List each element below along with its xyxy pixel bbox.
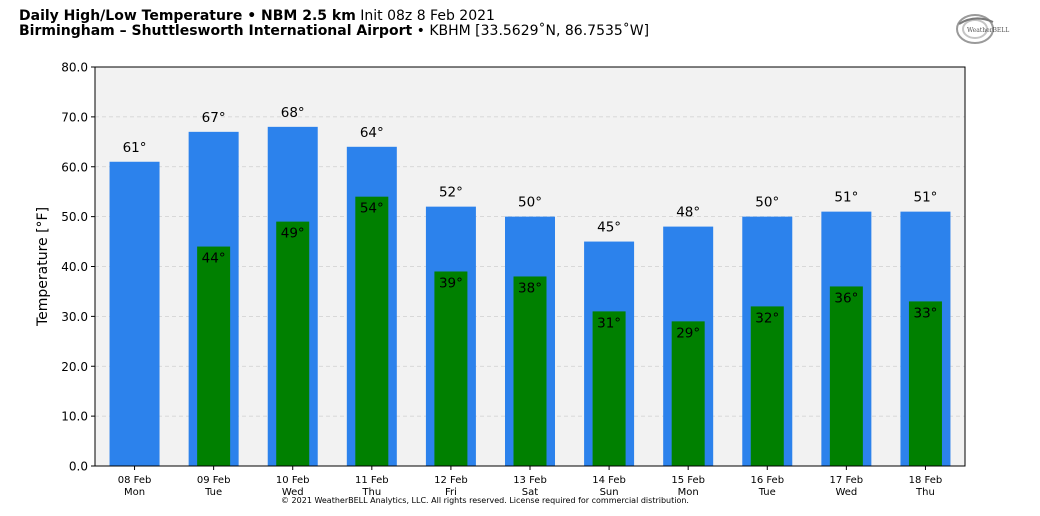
title-product: Daily High/Low Temperature • NBM 2.5 km [19,8,356,24]
high-temp-label: 52° [439,185,463,201]
x-tick-day-label: Sat [522,487,538,498]
x-tick-day-label: Tue [204,487,222,498]
x-tick-date-label: 08 Feb [118,475,152,486]
high-temp-label: 45° [597,220,621,236]
chart-title: Daily High/Low Temperature • NBM 2.5 km … [19,9,495,24]
x-tick-day-label: Tue [758,487,776,498]
x-tick-date-label: 17 Feb [830,475,864,486]
location-name: Birmingham – Shuttlesworth International… [19,23,413,39]
high-temp-label: 51° [913,190,937,206]
high-temp-label: 48° [676,205,700,221]
chart-location: Birmingham – Shuttlesworth International… [19,24,649,39]
x-tick-date-label: 11 Feb [355,475,389,486]
low-temp-label: 29° [676,325,700,341]
x-tick-day-label: Wed [282,487,304,498]
low-temp-bar [829,286,863,466]
y-tick-label: 80.0 [61,61,88,75]
y-axis-label: Temperature [°F] [35,207,51,327]
x-tick-date-label: 10 Feb [276,475,310,486]
high-temp-label: 50° [518,195,542,211]
low-temp-label: 32° [755,310,779,326]
y-tick-label: 70.0 [61,110,88,124]
x-tick-day-label: Mon [124,487,145,498]
high-temp-label: 50° [755,195,779,211]
low-temp-label: 38° [518,280,542,296]
x-tick-day-label: Mon [678,487,699,498]
copyright-footer: © 2021 WeatherBELL Analytics, LLC. All r… [0,496,1040,505]
high-temp-label: 51° [834,190,858,206]
weatherbell-logo-icon: WeatherBELL [956,14,1009,44]
low-temp-bar [671,321,705,466]
x-tick-date-label: 12 Feb [434,475,468,486]
x-tick-date-label: 14 Feb [592,475,626,486]
x-tick-day-label: Thu [361,487,381,498]
low-temp-label: 54° [360,201,384,217]
plot-frame [94,66,966,467]
low-temp-bar [276,221,310,466]
x-tick-date-label: 13 Feb [513,475,547,486]
low-temp-label: 33° [913,305,937,321]
low-temp-bar [908,301,942,466]
y-tick-label: 0.0 [69,460,88,474]
x-tick-day-label: Thu [915,487,935,498]
high-temp-label: 68° [281,105,305,121]
low-temp-bar [750,306,784,466]
low-temp-bar [355,196,389,467]
low-temp-label: 39° [439,275,463,291]
x-tick-date-label: 15 Feb [671,475,705,486]
y-tick-label: 50.0 [61,210,88,224]
title-init-time: Init 08z 8 Feb 2021 [360,8,495,24]
high-temp-label: 64° [360,125,384,141]
copyright-text: © 2021 WeatherBELL Analytics, LLC. All r… [281,496,689,505]
high-temp-label: 61° [123,140,147,156]
x-tick-day-label: Fri [445,487,457,498]
low-temp-label: 31° [597,315,621,331]
y-tick-label: 60.0 [61,160,88,174]
x-tick-date-label: 18 Feb [909,475,943,486]
y-tick-label: 20.0 [61,360,88,374]
low-temp-label: 44° [202,251,226,267]
low-temp-bar [592,311,626,466]
x-tick-date-label: 16 Feb [750,475,784,486]
y-tick-label: 30.0 [61,310,88,324]
low-temp-bar [513,276,547,466]
y-tick-label: 40.0 [61,260,88,274]
low-temp-bar [434,271,468,466]
y-tick-label: 10.0 [61,410,88,424]
logo-text: WeatherBELL [967,27,1009,34]
x-tick-day-label: Sun [600,487,619,498]
low-temp-label: 36° [834,290,858,306]
x-tick-date-label: 09 Feb [197,475,231,486]
high-temp-label: 67° [202,110,226,126]
low-temp-label: 49° [281,226,305,242]
location-station: • KBHM [33.5629˚N, 86.7535˚W] [416,23,650,39]
x-tick-day-label: Wed [835,487,857,498]
low-temp-bar [197,246,231,466]
high-temp-bar [109,161,160,466]
